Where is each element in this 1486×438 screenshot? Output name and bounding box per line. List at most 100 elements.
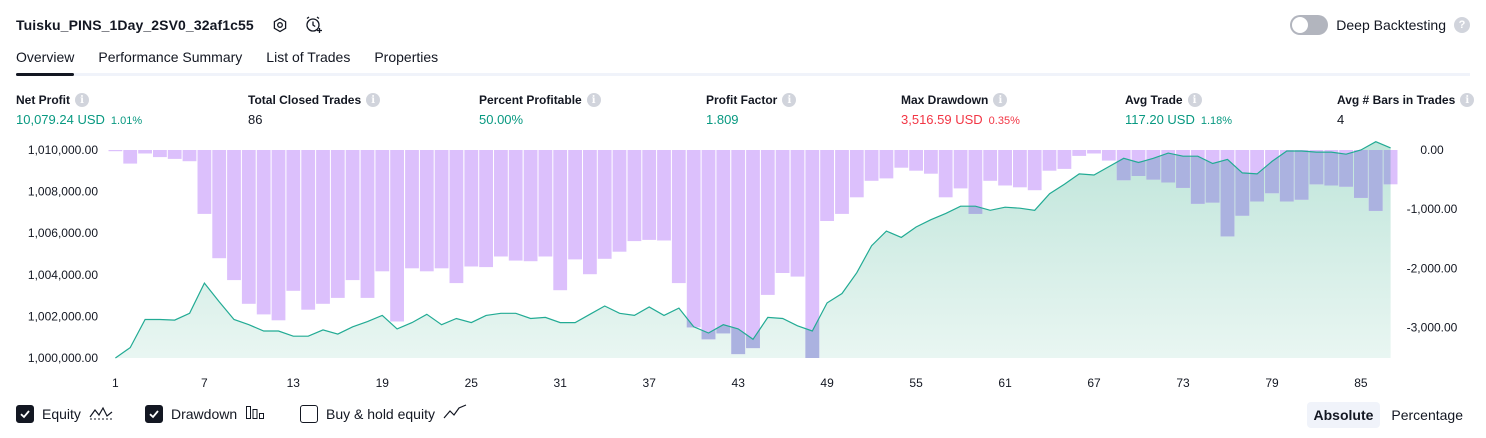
left-axis-tick: 1,004,000.00 (28, 268, 98, 282)
drawdown-bar (746, 150, 760, 349)
tab-bar: Overview Performance Summary List of Tra… (16, 44, 1470, 76)
drawdown-bar (108, 150, 123, 152)
drawdown-bar (227, 150, 241, 281)
metric-value: 86 (248, 112, 263, 127)
metric-net-profit: Net Profit i 10,079.24 USD 1.01% (16, 93, 142, 127)
buy-hold-label: Buy & hold equity (326, 405, 435, 422)
tab-performance-summary[interactable]: Performance Summary (98, 49, 243, 65)
drawdown-bar (523, 150, 538, 262)
drawdown-bar (612, 150, 627, 252)
drawdown-bar (1042, 150, 1057, 171)
deep-backtesting-toggle[interactable] (1290, 15, 1329, 35)
x-axis-tick: 85 (1354, 376, 1368, 390)
legend-buy-hold-equity[interactable]: Buy & hold equity (300, 404, 467, 423)
deep-backtesting-label: Deep Backtesting (1336, 17, 1446, 33)
legend-drawdown[interactable]: Drawdown (145, 404, 265, 423)
add-alert-icon[interactable] (304, 15, 324, 35)
drawdown-bar (894, 150, 909, 168)
drawdown-bars-icon (245, 404, 265, 423)
info-icon[interactable]: i (993, 93, 1008, 107)
metric-avg-trade: Avg Trade i 117.20 USD 1.18% (1125, 93, 1232, 127)
metric-label: Total Closed Trades (248, 93, 362, 107)
drawdown-overlap-bar (1339, 150, 1353, 187)
equity-label: Equity (42, 405, 81, 422)
drawdown-bar (924, 150, 938, 174)
x-axis-tick: 43 (732, 376, 746, 390)
drawdown-bar (864, 150, 879, 181)
equity-checkbox[interactable] (16, 404, 34, 423)
drawdown-overlap-bar (1161, 150, 1176, 183)
drawdown-overlap-bar (1294, 150, 1309, 200)
left-axis-tick: 1,000,000.00 (28, 351, 98, 365)
drawdown-bar (123, 150, 138, 164)
drawdown-bar (1101, 150, 1116, 161)
drawdown-bar (627, 150, 642, 242)
drawdown-checkbox[interactable] (145, 404, 163, 423)
drawdown-bar (671, 150, 686, 284)
drawdown-bar (390, 150, 404, 322)
drawdown-bar (538, 150, 553, 257)
equity-line (115, 141, 1391, 359)
drawdown-overlap-bar (1279, 150, 1294, 202)
drawdown-bar (449, 150, 464, 284)
drawdown-overlap-bar (1383, 150, 1391, 185)
drawdown-bar (701, 150, 716, 340)
drawdown-overlap-bar (1354, 150, 1368, 198)
tab-list-of-trades[interactable]: List of Trades (266, 49, 351, 65)
tab-properties[interactable]: Properties (374, 49, 439, 65)
metric-value: 3,516.59 USD (901, 112, 983, 127)
drawdown-bar (553, 150, 568, 291)
drawdown-bar (405, 150, 419, 269)
legend-equity[interactable]: Equity (16, 404, 113, 423)
x-axis-tick: 1 (112, 376, 119, 390)
metric-profit-factor: Profit Factor i 1.809 (706, 93, 797, 127)
metric-label: Max Drawdown (901, 93, 989, 107)
drawdown-bar (790, 150, 805, 277)
metric-max-drawdown: Max Drawdown i 3,516.59 USD 0.35% (901, 93, 1020, 127)
tab-overview[interactable]: Overview (16, 44, 75, 76)
metric-percent-profitable: Percent Profitable i 50.00% (479, 93, 601, 127)
drawdown-bar (968, 150, 983, 214)
equity-drawdown-chart[interactable]: 1,010,000.00 1,008,000.00 1,006,000.00 1,00… (0, 140, 1486, 398)
drawdown-bar (1087, 150, 1101, 154)
strategy-title: Tuisku_PINS_1Day_2SV0_32af1c55 (16, 17, 254, 33)
drawdown-bar (568, 150, 582, 260)
drawdown-bar (345, 150, 360, 281)
drawdown-bar (138, 150, 152, 154)
x-axis-tick: 19 (376, 376, 390, 390)
drawdown-bar (301, 150, 316, 310)
drawdown-bar (760, 150, 775, 295)
help-icon[interactable]: ? (1454, 17, 1470, 33)
left-axis-tick: 1,010,000.00 (28, 143, 98, 157)
info-icon[interactable]: i (1187, 93, 1202, 107)
buy-hold-checkbox[interactable] (300, 404, 318, 423)
metrics-row: Net Profit i 10,079.24 USD 1.01% Total Clo… (16, 93, 1475, 133)
settings-icon[interactable] (270, 15, 290, 35)
info-icon[interactable]: i (366, 93, 381, 107)
drawdown-bar (1072, 150, 1087, 156)
drawdown-overlap-bar (1309, 150, 1324, 185)
drawdown-bar (256, 150, 271, 315)
metric-percent: 1.18% (1200, 115, 1233, 127)
info-icon[interactable]: i (586, 93, 601, 107)
drawdown-bar (879, 150, 894, 179)
metric-value: 4 (1337, 112, 1345, 127)
drawdown-bar (657, 150, 671, 241)
right-axis-tick: 0.00 (1420, 143, 1444, 157)
drawdown-overlap-bar (1324, 150, 1339, 186)
metric-value: 50.00% (479, 112, 524, 127)
absolute-button[interactable]: Absolute (1306, 402, 1381, 428)
drawdown-overlap-bar (1176, 150, 1190, 188)
drawdown-bar (805, 150, 820, 358)
info-icon[interactable]: i (782, 93, 797, 107)
percentage-button[interactable]: Percentage (1391, 407, 1463, 423)
info-icon[interactable]: i (1460, 93, 1475, 107)
drawdown-bar (597, 150, 612, 259)
info-icon[interactable]: i (75, 93, 89, 107)
chart-footer: Equity Drawdown Buy & hold equity Absolu… (16, 402, 1470, 428)
buy-hold-line-icon (443, 404, 467, 423)
metric-label: Avg Trade (1125, 93, 1183, 107)
value-mode-toggle: Absolute Percentage (1306, 402, 1471, 428)
drawdown-bar (953, 150, 968, 189)
drawdown-bar (375, 150, 390, 272)
